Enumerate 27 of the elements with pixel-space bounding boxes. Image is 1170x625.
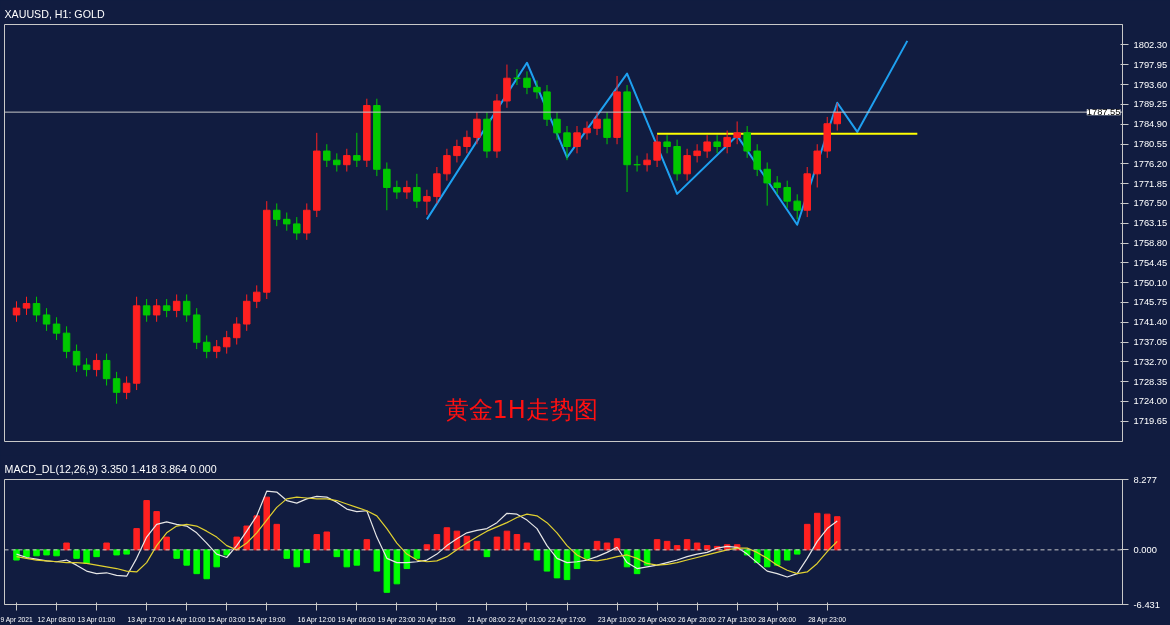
y-tick-label: 1793.60 [1133, 79, 1168, 90]
y-tick-label: 1784.90 [1133, 119, 1168, 130]
y-tick-label: 1741.40 [1133, 317, 1168, 328]
y-tick-label: 0.000 [1133, 544, 1157, 555]
y-tick-label: 1802.30 [1133, 39, 1168, 50]
ref-line-label: 1787.55 [1086, 107, 1121, 118]
y-tick-label: 1789.25 [1133, 99, 1168, 110]
y-tick-label: 1776.20 [1133, 158, 1168, 169]
annotation: 黄金1H走势图 [444, 395, 598, 424]
y-tick-label: 1724.00 [1133, 396, 1168, 407]
y-tick-label: 8.277 [1133, 474, 1157, 485]
y-tick-label: 1754.45 [1133, 257, 1168, 268]
y-tick-label: 1745.75 [1133, 297, 1168, 308]
y-tick-label: 1771.85 [1133, 178, 1168, 189]
y-tick-label: 1719.65 [1133, 416, 1168, 427]
y-tick-label: 1780.55 [1133, 139, 1168, 149]
chart-title: XAUUSD, H1: GOLD [4, 7, 105, 20]
y-tick-label: 1758.80 [1133, 238, 1168, 249]
y-tick-label: 1737.05 [1133, 337, 1168, 348]
y-tick-label: 1763.15 [1133, 218, 1168, 229]
y-tick-label: -6.431 [1133, 599, 1160, 610]
y-tick-label: 1732.70 [1133, 356, 1168, 367]
y-tick-label: 1767.50 [1133, 198, 1168, 209]
y-tick-label: 1728.35 [1133, 376, 1168, 387]
chart-title: MACD_DL(12,26,9) 3.350 1.418 3.864 0.000 [4, 462, 217, 475]
y-tick-label: 1797.95 [1133, 59, 1168, 70]
y-tick-label: 1750.10 [1133, 277, 1168, 288]
